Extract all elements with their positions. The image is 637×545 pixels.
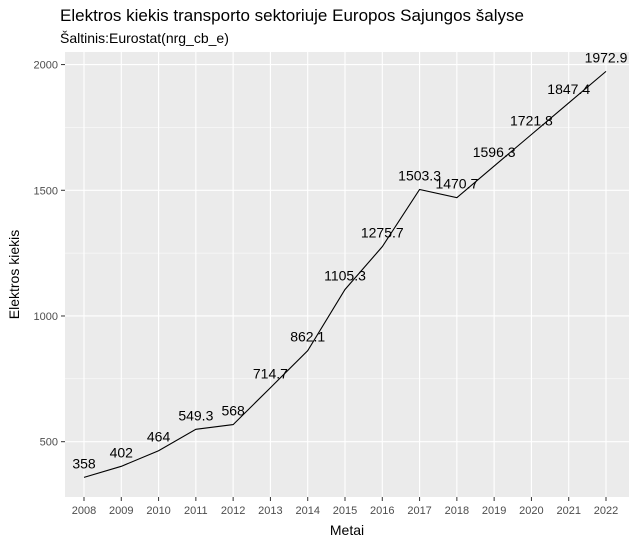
x-tick-label: 2020	[519, 505, 543, 517]
y-tick-label: 1500	[34, 185, 58, 197]
data-label: 1105.3	[324, 268, 366, 284]
data-label: 1847.4	[547, 81, 590, 97]
x-tick-label: 2017	[407, 505, 431, 517]
series-line	[83, 70, 607, 478]
data-label: 1721.8	[510, 113, 553, 129]
x-tick-label: 2021	[556, 505, 580, 517]
y-axis-ticks: 500 1000 1500 2000	[34, 60, 65, 449]
data-label: 714.7	[253, 366, 288, 382]
data-label: 1596.3	[473, 144, 516, 160]
chart-subtitle: Šaltinis:Eurostat(nrg_cb_e)	[60, 30, 229, 46]
y-tick-label: 1000	[34, 311, 58, 323]
data-label: 1503.3	[398, 167, 441, 183]
x-axis-title: Metai	[330, 522, 364, 538]
x-tick-label: 2012	[221, 505, 245, 517]
data-label: 1470.7	[435, 176, 478, 192]
y-tick-label: 2000	[34, 60, 58, 72]
x-tick-label: 2014	[295, 505, 319, 517]
data-labels: 358 402 464 549.3 568 714.7 862.1 1105.3 1275.7 1…	[72, 49, 627, 471]
y-axis-title: Elektros kiekis	[6, 230, 22, 319]
x-tick-label: 2009	[109, 505, 133, 517]
data-label: 464	[147, 429, 171, 445]
x-tick-label: 2016	[370, 505, 394, 517]
data-label: 402	[110, 444, 134, 460]
data-label: 1972.9	[585, 49, 628, 65]
x-tick-label: 2011	[184, 505, 208, 517]
x-tick-label: 2008	[72, 505, 96, 517]
x-tick-label: 2015	[333, 505, 357, 517]
data-label: 358	[72, 455, 96, 471]
x-tick-label: 2013	[258, 505, 282, 517]
x-tick-label: 2022	[594, 505, 618, 517]
data-label: 1275.7	[361, 225, 404, 241]
data-label: 862.1	[290, 329, 325, 345]
data-label: 549.3	[178, 407, 213, 423]
data-label: 568	[221, 403, 245, 419]
grid-major	[65, 52, 629, 497]
x-axis-ticks: 2008 2009 2010 2011 2012 2013 2014 2015 2016 2017…	[72, 497, 618, 517]
x-tick-label: 2010	[146, 505, 170, 517]
chart-title: Elektros kiekis transporto sektoriuje Eu…	[60, 6, 524, 25]
y-tick-label: 500	[40, 437, 58, 449]
x-tick-label: 2018	[445, 505, 469, 517]
x-tick-label: 2019	[482, 505, 506, 517]
